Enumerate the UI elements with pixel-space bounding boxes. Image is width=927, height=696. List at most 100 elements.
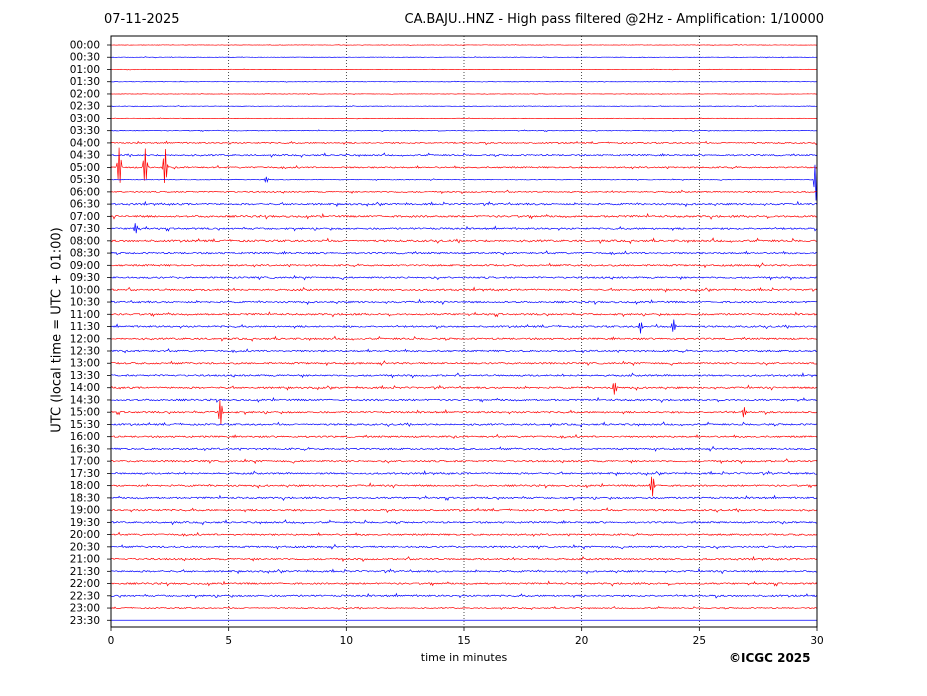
row-tick-label: 00:30 — [70, 52, 100, 64]
trace-line — [110, 223, 818, 234]
trace-line — [110, 93, 818, 95]
trace-line — [110, 105, 818, 108]
trace-line — [110, 319, 818, 334]
row-tick-label: 15:00 — [70, 407, 100, 419]
trace-line — [110, 262, 818, 269]
row-tick-label: 05:00 — [70, 162, 100, 174]
row-tick-label: 17:30 — [70, 468, 100, 480]
trace-line — [110, 458, 818, 465]
row-tick-label: 03:00 — [70, 113, 100, 125]
trace-line — [110, 129, 818, 133]
trace-line — [110, 400, 818, 425]
trace-line — [110, 592, 818, 599]
trace-line — [110, 200, 818, 208]
row-tick-label: 10:30 — [70, 297, 100, 309]
trace-line — [110, 605, 818, 610]
row-tick-label: 09:00 — [70, 260, 100, 272]
trace-line — [110, 396, 818, 404]
trace-line — [110, 68, 818, 71]
trace-line — [110, 147, 818, 183]
row-tick-label: 04:00 — [70, 137, 100, 149]
row-tick-label: 22:00 — [70, 578, 100, 590]
trace-line — [110, 445, 818, 452]
trace-line — [110, 286, 818, 293]
row-tick-label: 10:00 — [70, 284, 100, 296]
row-tick-label: 22:30 — [70, 590, 100, 602]
row-tick-label: 21:30 — [70, 566, 100, 578]
row-tick-label: 11:00 — [70, 309, 100, 321]
trace-line — [110, 519, 818, 526]
trace-line — [110, 372, 818, 379]
row-tick-label: 07:30 — [70, 223, 100, 235]
trace-line — [110, 164, 818, 201]
trace-line — [110, 421, 818, 428]
trace-line — [110, 382, 818, 395]
x-tick-label: 0 — [108, 635, 115, 647]
row-tick-label: 19:00 — [70, 505, 100, 517]
row-tick-label: 00:00 — [70, 40, 100, 52]
trace-line — [110, 531, 818, 537]
row-tick-label: 15:30 — [70, 419, 100, 431]
trace-line — [110, 80, 818, 83]
trace-line — [110, 494, 818, 502]
row-tick-label: 13:30 — [70, 370, 100, 382]
row-tick-label: 07:00 — [70, 211, 100, 223]
trace-line — [110, 298, 818, 306]
trace-line — [110, 212, 818, 220]
trace-line — [110, 433, 818, 439]
row-tick-label: 01:00 — [70, 64, 100, 76]
row-tick-label: 21:00 — [70, 554, 100, 566]
row-tick-label: 16:30 — [70, 443, 100, 455]
row-tick-label: 02:30 — [70, 101, 100, 113]
trace-line — [110, 140, 818, 146]
x-tick-label: 20 — [575, 635, 588, 647]
row-tick-label: 01:30 — [70, 76, 100, 88]
trace-line — [110, 476, 818, 497]
trace-line — [110, 152, 818, 158]
trace-line — [110, 543, 818, 550]
trace-line — [110, 274, 818, 281]
date-label: 07-11-2025 — [104, 12, 180, 27]
trace-line — [110, 56, 818, 59]
copyright-label: ©ICGC 2025 — [729, 651, 811, 665]
plot-frame — [110, 35, 818, 628]
row-tick-label: 06:30 — [70, 199, 100, 211]
trace-line — [110, 335, 818, 342]
row-tick-label: 03:30 — [70, 125, 100, 137]
x-axis-label: time in minutes — [420, 651, 508, 664]
row-tick-label: 18:30 — [70, 492, 100, 504]
x-tick-label: 5 — [225, 635, 232, 647]
x-tick-label: 10 — [340, 635, 353, 647]
x-tick-label: 15 — [457, 635, 470, 647]
trace-line — [110, 348, 818, 354]
row-tick-label: 08:30 — [70, 248, 100, 260]
row-tick-label: 02:00 — [70, 88, 100, 100]
x-tick-label: 30 — [810, 635, 823, 647]
row-tick-label: 12:30 — [70, 346, 100, 358]
row-tick-label: 16:00 — [70, 431, 100, 443]
trace-line — [110, 360, 818, 367]
trace-line — [110, 117, 818, 120]
row-tick-label: 19:30 — [70, 517, 100, 529]
row-tick-label: 12:00 — [70, 333, 100, 345]
row-tick-label: 14:30 — [70, 394, 100, 406]
x-tick-label: 25 — [693, 635, 706, 647]
trace-line — [110, 250, 818, 256]
row-tick-label: 06:00 — [70, 186, 100, 198]
row-tick-label: 18:00 — [70, 480, 100, 492]
trace-line — [110, 311, 818, 318]
row-tick-label: 20:30 — [70, 541, 100, 553]
chart-title: CA.BAJU..HNZ - High pass filtered @2Hz -… — [404, 12, 825, 27]
trace-line — [110, 567, 817, 575]
row-tick-label: 23:00 — [70, 603, 100, 615]
row-tick-label: 14:00 — [70, 382, 100, 394]
row-tick-label: 20:00 — [70, 529, 100, 541]
trace-line — [110, 189, 818, 195]
trace-line — [110, 555, 818, 563]
trace-line — [110, 507, 818, 513]
trace-line — [110, 580, 818, 587]
trace-line — [110, 470, 818, 477]
row-tick-label: 09:30 — [70, 272, 100, 284]
row-tick-label: 17:00 — [70, 456, 100, 468]
